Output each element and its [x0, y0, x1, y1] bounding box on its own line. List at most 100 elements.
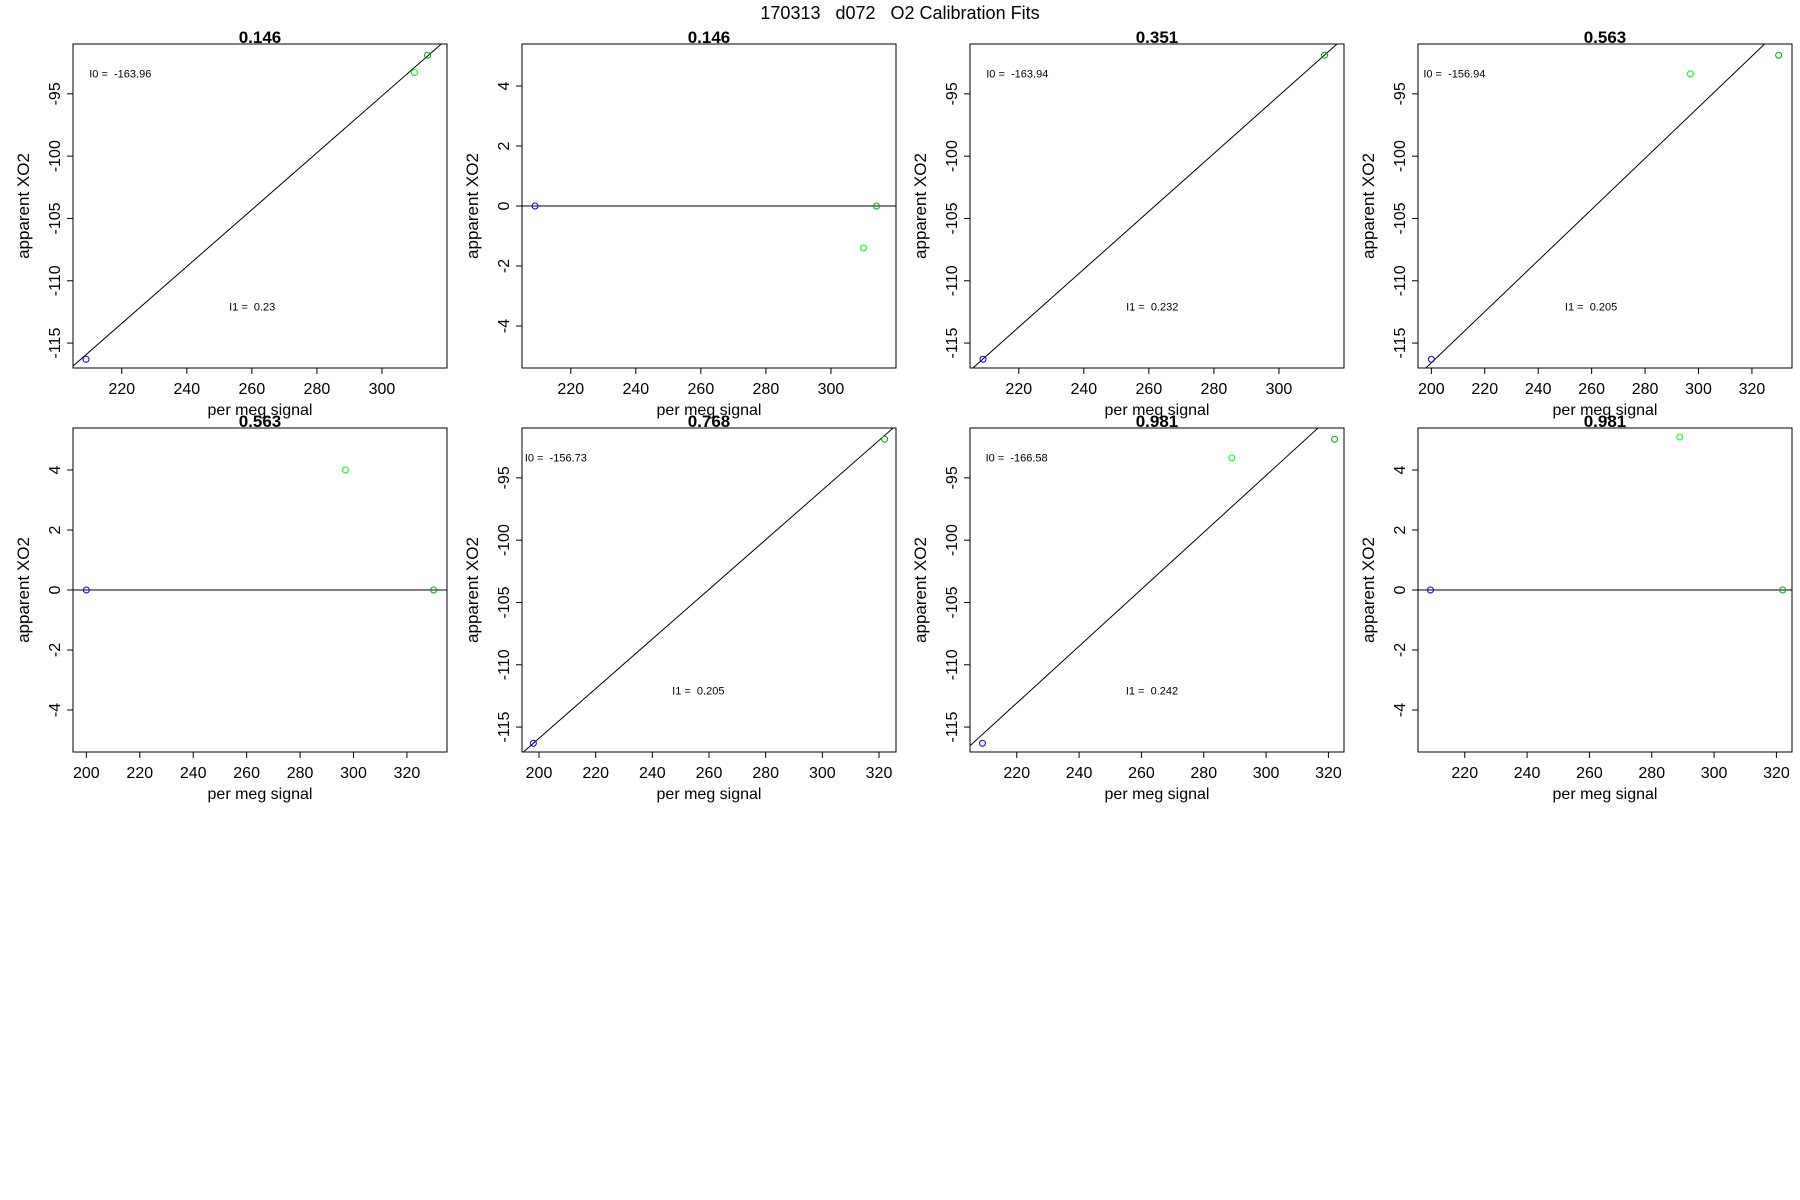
x-tick-label: 300: [1266, 381, 1293, 398]
x-axis-label: per meg signal: [1553, 402, 1658, 419]
y-tick-label: -105: [944, 202, 961, 234]
fit-annotation: I0 = -166.58: [986, 453, 1048, 465]
x-tick-label: 220: [1451, 765, 1478, 782]
y-tick-label: 4: [47, 465, 64, 474]
panel-3: 0.351 220 240 260 280 300 per meg signal -115 -1…: [911, 28, 1345, 419]
fit-line: [970, 428, 1319, 747]
plot-frame: [969, 427, 1345, 753]
y-tick-label: -95: [944, 466, 961, 489]
x-tick-label: 280: [304, 381, 331, 398]
panel-title: 0.563: [239, 412, 282, 431]
y-tick-label: -95: [47, 82, 64, 105]
fit-annotation: I0 = -156.73: [525, 453, 587, 465]
x-tick-label: 200: [73, 765, 100, 782]
y-tick-label: -115: [47, 328, 64, 359]
y-tick-label: 2: [47, 525, 64, 534]
data-point: [872, 202, 880, 210]
fit-line: [1425, 44, 1766, 368]
x-tick-label: 240: [1525, 381, 1552, 398]
y-tick-label: -100: [1392, 140, 1409, 172]
y-tick-label: -110: [1392, 265, 1409, 296]
x-tick-label: 300: [1701, 765, 1728, 782]
data-point: [1779, 586, 1787, 594]
x-tick-label: 240: [1066, 765, 1093, 782]
x-tick-label: 260: [696, 765, 723, 782]
x-axis-label: per meg signal: [1553, 786, 1658, 803]
panel-2: 0.146 220 240 260 280 300 per meg signal -4 -2 0 2…: [463, 28, 897, 419]
data-point: [529, 739, 537, 747]
fit-annotation: I0 = -163.94: [986, 69, 1048, 81]
y-tick-label: -115: [496, 712, 513, 743]
y-axis-label: apparent XO2: [463, 153, 482, 259]
panel-title: 0.351: [1136, 28, 1179, 47]
y-tick-label: -110: [47, 265, 64, 296]
y-tick-label: -110: [496, 649, 513, 680]
y-tick-label: -110: [944, 265, 961, 296]
x-axis-label: per meg signal: [1105, 786, 1210, 803]
data-point: [1686, 70, 1694, 78]
y-tick-label: -4: [1392, 703, 1409, 717]
panel-title: 0.981: [1584, 412, 1627, 431]
x-axis-label: per meg signal: [657, 402, 762, 419]
x-tick-label: 260: [1128, 765, 1155, 782]
data-point: [1331, 435, 1339, 443]
fit-annotation: I0 = -163.96: [89, 69, 151, 81]
y-tick-label: -115: [1392, 328, 1409, 359]
y-axis-label: apparent XO2: [463, 537, 482, 643]
y-tick-label: 2: [1392, 525, 1409, 534]
x-tick-label: 240: [173, 381, 200, 398]
y-axis-label: apparent XO2: [14, 153, 33, 259]
y-tick-label: -100: [944, 524, 961, 556]
panel-title: 0.146: [688, 28, 731, 47]
x-tick-label: 260: [688, 381, 715, 398]
data-point: [979, 355, 987, 363]
x-tick-label: 220: [1005, 381, 1032, 398]
x-tick-label: 280: [287, 765, 314, 782]
y-tick-label: 4: [496, 81, 513, 90]
y-tick-label: 4: [1392, 465, 1409, 474]
data-point: [1320, 51, 1328, 59]
data-point: [423, 51, 431, 59]
data-point: [1775, 51, 1783, 59]
x-axis-label: per meg signal: [208, 402, 313, 419]
plot-frame: [969, 43, 1345, 369]
y-tick-label: -95: [944, 82, 961, 105]
x-tick-label: 260: [1136, 381, 1163, 398]
y-tick-label: -115: [944, 712, 961, 743]
y-tick-label: 2: [496, 141, 513, 150]
fit-annotation: I0 = -156.94: [1423, 69, 1485, 81]
data-point: [531, 202, 539, 210]
x-tick-label: 260: [239, 381, 266, 398]
x-axis-label: per meg signal: [208, 786, 313, 803]
y-tick-label: -105: [496, 586, 513, 618]
y-tick-label: -100: [47, 140, 64, 172]
y-tick-label: -105: [47, 202, 64, 234]
fit-annotation: I1 = 0.242: [1126, 686, 1178, 698]
x-tick-label: 300: [369, 381, 396, 398]
fit-line: [73, 44, 443, 367]
panel-1: 0.146 220 240 260 280 300 per meg signal -115 -1…: [14, 28, 448, 419]
data-point: [859, 244, 867, 252]
x-tick-label: 300: [1685, 381, 1712, 398]
y-tick-label: -105: [944, 586, 961, 618]
y-tick-label: -2: [47, 643, 64, 657]
x-tick-label: 280: [1190, 765, 1217, 782]
panel-title: 0.981: [1136, 412, 1179, 431]
x-tick-label: 300: [818, 381, 845, 398]
x-tick-label: 240: [180, 765, 207, 782]
x-tick-label: 280: [752, 765, 779, 782]
x-tick-label: 200: [1418, 381, 1445, 398]
x-tick-label: 260: [1576, 765, 1603, 782]
fit-annotation: I1 = 0.205: [1565, 302, 1617, 314]
data-point: [430, 586, 438, 594]
y-tick-label: -100: [496, 524, 513, 556]
x-tick-label: 320: [1739, 381, 1766, 398]
y-tick-label: -95: [496, 466, 513, 489]
x-tick-label: 240: [1070, 381, 1097, 398]
y-axis-label: apparent XO2: [911, 537, 930, 643]
x-tick-label: 220: [126, 765, 153, 782]
y-axis-label: apparent XO2: [911, 153, 930, 259]
